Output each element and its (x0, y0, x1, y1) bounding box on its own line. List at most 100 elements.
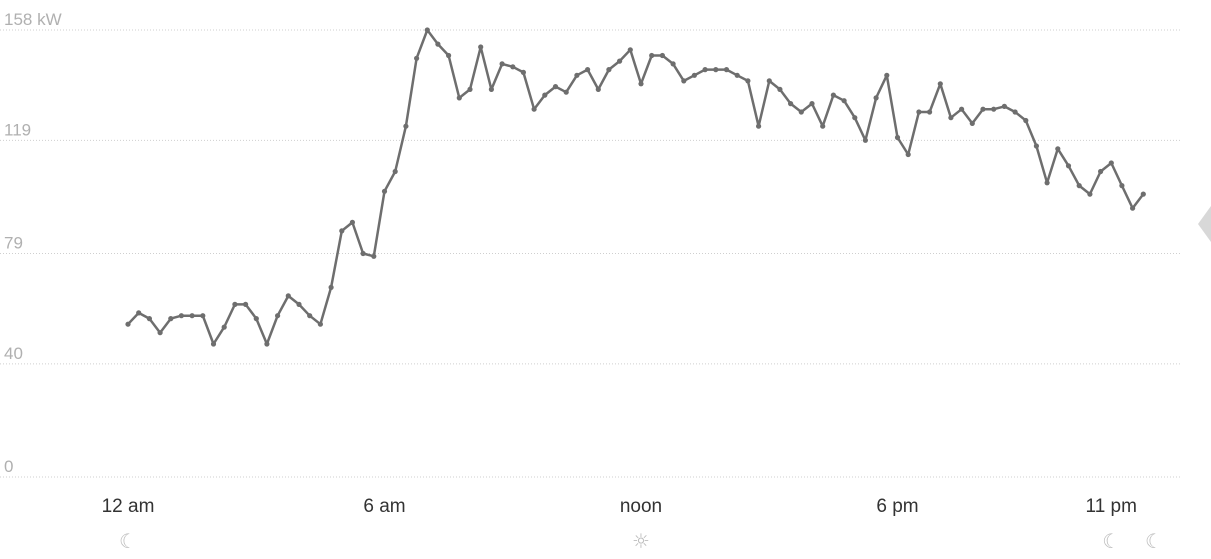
data-point (681, 78, 687, 84)
data-point (788, 101, 794, 107)
data-point (670, 61, 676, 67)
data-point (723, 67, 730, 73)
x-tick-label: 6 pm (876, 496, 918, 517)
data-point (435, 41, 441, 47)
x-axis-labels: 12 am 6 am noon 6 pm 11 pm (102, 496, 1137, 517)
data-point (862, 137, 869, 143)
data-point (1044, 180, 1050, 186)
data-point (403, 123, 409, 129)
data-point (745, 78, 751, 84)
data-point (1023, 117, 1029, 124)
data-point (157, 330, 163, 336)
data-point (285, 293, 291, 299)
y-axis-labels: 158 kW 119 79 40 0 (4, 10, 62, 476)
x-tick-label: 11 pm (1086, 496, 1137, 517)
data-point (585, 67, 591, 73)
data-point (414, 55, 420, 61)
data-point (702, 67, 708, 73)
data-point (1140, 191, 1146, 197)
data-point (1076, 183, 1082, 189)
moon-icon: ☾ (119, 529, 137, 553)
data-point (232, 301, 238, 307)
moon-icon: ☾ (1102, 529, 1120, 553)
data-point (1012, 109, 1018, 115)
data-point (937, 81, 943, 87)
y-tick-label: 158 kW (4, 10, 62, 29)
data-point (210, 341, 217, 347)
data-point (873, 95, 879, 101)
data-point (168, 316, 174, 322)
data-point (531, 106, 537, 112)
data-point (884, 72, 890, 78)
y-tick-label: 79 (4, 234, 23, 253)
data-point (125, 321, 131, 327)
data-point (734, 72, 740, 78)
data-point (478, 44, 484, 50)
data-point (777, 86, 783, 92)
data-point (328, 284, 334, 290)
data-point (606, 67, 612, 73)
data-point (200, 313, 206, 319)
data-point (1119, 183, 1125, 189)
data-point (221, 324, 227, 330)
data-point (638, 81, 644, 87)
time-of-day-icons: ☾ ☼ ☾ ☾ (119, 529, 1163, 553)
chevron-right-icon[interactable] (1198, 206, 1211, 242)
data-point (467, 86, 473, 92)
data-point (392, 168, 398, 175)
data-point (349, 219, 355, 225)
data-point (542, 92, 548, 98)
sun-icon: ☼ (632, 529, 650, 553)
x-tick-label: noon (620, 496, 662, 517)
moon-icon: ☾ (1145, 529, 1163, 553)
data-point (905, 151, 911, 158)
data-point (820, 123, 826, 129)
data-point (136, 310, 142, 316)
data-point (189, 313, 195, 319)
data-point (488, 86, 494, 92)
data-point (307, 313, 313, 319)
data-point (1098, 168, 1104, 175)
data-point (446, 52, 452, 59)
data-point (339, 228, 345, 234)
x-tick-label: 12 am (102, 496, 155, 517)
data-point (927, 109, 933, 115)
series-line (127, 28, 1145, 346)
data-point (659, 52, 666, 59)
series (125, 27, 1146, 347)
data-point (713, 67, 719, 73)
data-point (253, 316, 259, 322)
data-point (1065, 163, 1072, 169)
data-point (916, 109, 922, 115)
data-point (563, 89, 569, 95)
data-point (649, 52, 655, 59)
data-point (959, 106, 965, 112)
data-point (756, 123, 762, 129)
y-tick-label: 0 (4, 457, 13, 476)
data-point (809, 101, 815, 107)
data-point (1087, 191, 1093, 197)
data-point (980, 106, 986, 112)
data-point (178, 313, 184, 319)
data-point (360, 250, 366, 257)
data-point (1130, 205, 1136, 211)
data-point (991, 106, 997, 112)
data-point (499, 61, 505, 67)
data-point (243, 301, 249, 307)
data-point (381, 188, 388, 194)
data-point (1001, 103, 1008, 109)
data-point (317, 321, 323, 327)
data-point (520, 69, 527, 75)
data-point (510, 64, 516, 70)
data-point (798, 109, 804, 115)
y-tick-label: 40 (4, 344, 23, 363)
data-point (595, 86, 601, 92)
data-point (146, 316, 152, 322)
data-point (1055, 146, 1061, 152)
data-point (617, 58, 623, 64)
data-point (424, 27, 430, 33)
y-tick-label: 119 (4, 120, 31, 139)
data-point (841, 98, 847, 104)
